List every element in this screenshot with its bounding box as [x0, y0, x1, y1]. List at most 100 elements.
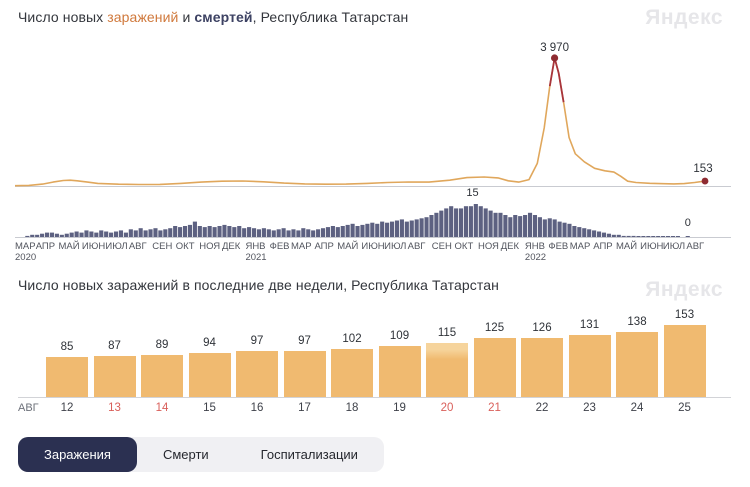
axis-month-label: ИЮН: [361, 241, 384, 252]
bar-value-label: 115: [437, 327, 457, 339]
two-week-month-label: АВГ: [18, 402, 39, 414]
axis-month-label: ДЕК: [501, 241, 520, 252]
bar-date-label: 24: [630, 402, 644, 414]
deaths-latest-label: 0: [685, 217, 691, 229]
bar-date-label: 14: [155, 402, 169, 414]
metric-tabs: Заражения Смерти Госпитализации: [18, 437, 384, 472]
bar-value-label: 97: [250, 335, 264, 347]
axis-month-label: ЯНВ: [245, 241, 265, 252]
axis-month-label: ЯНВ: [525, 241, 545, 252]
bar-aug-24[interactable]: [616, 332, 658, 397]
bar-date-label: 13: [108, 402, 121, 414]
two-week-axis-line: [18, 397, 731, 398]
bar-aug-23[interactable]: [568, 335, 611, 397]
infections-word: заражений: [107, 9, 179, 25]
axis-month-label: ИЮН: [82, 241, 105, 252]
axis-month-label: АПР: [314, 241, 333, 252]
yandex-watermark: Яндекс: [645, 278, 723, 301]
yandex-watermark: Яндекс: [645, 6, 723, 29]
bar-value-label: 125: [484, 322, 505, 334]
axis-month-label: СЕН: [152, 241, 172, 252]
bar-value-label: 85: [60, 341, 74, 353]
bar-value-label: 131: [579, 319, 600, 331]
bar-value-label: 109: [389, 330, 410, 342]
bar-date-label: 23: [583, 402, 596, 414]
bar-aug-20[interactable]: [426, 343, 468, 397]
title-prefix: Число новых: [18, 9, 108, 25]
peak-dot: [550, 54, 559, 62]
bar-value-label: 87: [108, 340, 121, 352]
infections-line-peak-segment: [548, 57, 565, 103]
bar-value-label: 94: [203, 337, 216, 349]
bar-date-label: 21: [488, 402, 501, 414]
bar-date-label: 16: [250, 402, 264, 414]
axis-month-label: МАР: [291, 241, 312, 252]
infections-line: [15, 57, 706, 187]
bar-value-label: 97: [298, 335, 311, 347]
bar-aug-15[interactable]: [188, 353, 231, 397]
peak-value-label: 3 970: [540, 42, 569, 54]
axis-month-label: НОЯ: [478, 241, 499, 252]
bar-aug-18[interactable]: [331, 349, 373, 397]
axis-month-label: АВГ: [408, 241, 426, 252]
axis-month-label: ДЕК: [222, 241, 241, 252]
bar-aug-25[interactable]: [663, 325, 706, 397]
bar-date-label: 20: [440, 402, 454, 414]
bar-aug-13[interactable]: [93, 356, 136, 397]
bar-aug-12[interactable]: [46, 357, 88, 397]
two-week-infections-chart[interactable]: АВГ 85 12 87 13 89 14 94 15 97 16 97 17 102 18 109 19 115…: [18, 306, 732, 424]
axis-month-label: ИЮЛ: [663, 241, 685, 252]
axis-month-label: МАР: [570, 241, 591, 252]
axis-month-label: СЕН: [432, 241, 452, 252]
title-suffix: , Республика Татарстан: [252, 9, 409, 25]
bar-aug-22[interactable]: [521, 338, 563, 397]
axis-month-label: МАЙ: [616, 240, 637, 252]
deaths-peak-label: 15: [466, 187, 478, 199]
bar-aug-16[interactable]: [236, 351, 278, 397]
bar-aug-19[interactable]: [378, 346, 421, 397]
axis-month-label: ФЕВ: [270, 241, 290, 252]
axis-year-label: 2021: [245, 252, 266, 263]
bar-aug-17[interactable]: [283, 351, 326, 397]
overview-chart-title: Число новых заражений и смертей, Республ…: [18, 9, 408, 25]
axis-month-label: ОКТ: [176, 241, 195, 252]
bar-date-label: 25: [678, 402, 691, 414]
bar-date-label: 18: [345, 402, 359, 414]
tab-deaths[interactable]: Смерти: [162, 447, 209, 462]
tab-infections[interactable]: Заражения: [18, 437, 137, 472]
bar-value-label: 89: [155, 339, 169, 351]
bar-date-label: 17: [298, 402, 311, 414]
bar-value-label: 153: [674, 309, 695, 321]
axis-month-label: АВГ: [129, 241, 147, 252]
axis-year-label: 2022: [525, 252, 546, 263]
bar-value-label: 126: [532, 322, 552, 334]
axis-month-label: АПР: [593, 241, 612, 252]
axis-month-label: МАР: [15, 241, 36, 252]
bar-value-label: 138: [627, 316, 647, 328]
axis-year-label: 2020: [15, 252, 36, 263]
axis-month-label: ИЮН: [640, 241, 663, 252]
axis-month-label: АПР: [36, 241, 55, 252]
bar-aug-21[interactable]: [473, 338, 516, 397]
bar-date-label: 19: [393, 402, 406, 414]
bar-aug-14[interactable]: [141, 355, 183, 397]
axis-month-label: ОКТ: [455, 241, 474, 252]
bar-value-label: 102: [342, 333, 362, 345]
two-week-chart-title: Число новых заражений в последние две не…: [18, 277, 499, 293]
title-middle: и: [178, 9, 195, 25]
bar-date-label: 15: [203, 402, 216, 414]
tab-hospitalizations[interactable]: Госпитализации: [260, 447, 358, 462]
latest-dot: [701, 177, 709, 185]
axis-month-label: ФЕВ: [548, 241, 568, 252]
bar-date-label: 22: [535, 402, 549, 414]
deaths-mini-bars: [25, 204, 690, 237]
bar-date-label: 12: [60, 402, 74, 414]
latest-value-label: 153: [693, 163, 712, 175]
axis-month-label: МАЙ: [337, 240, 358, 252]
axis-month-label: ИЮЛ: [105, 241, 127, 252]
axis-month-label: МАЙ: [58, 240, 79, 252]
axis-month-label: АВГ: [686, 241, 704, 252]
axis-month-label: ИЮЛ: [384, 241, 406, 252]
